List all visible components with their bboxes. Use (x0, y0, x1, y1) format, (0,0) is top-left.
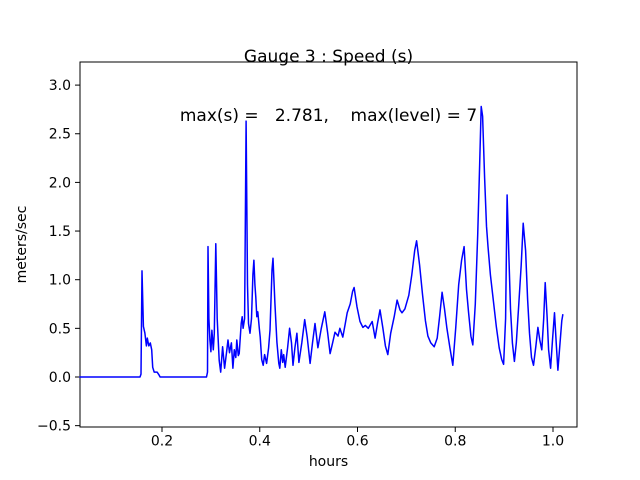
y-tick-label: 2.0 (49, 175, 71, 191)
chart-subtitle: max(s) = 2.781, max(level) = 7 (179, 105, 478, 126)
y-tick-label: 1.5 (49, 224, 71, 240)
x-tick-label: 0.4 (249, 434, 271, 450)
y-tick-label: 1.0 (49, 273, 71, 289)
x-tick-label: 0.8 (444, 434, 466, 450)
y-tick-label: 3.0 (49, 78, 71, 94)
y-tick-label: 0.5 (49, 321, 71, 337)
x-tick-label: 0.6 (346, 434, 368, 450)
y-axis-label: meters/sec (14, 206, 30, 284)
x-axis-label: hours (309, 454, 348, 470)
x-tick-label: 1.0 (542, 434, 564, 450)
speed-line (79, 105, 564, 378)
y-tick-label: 2.5 (49, 127, 71, 143)
y-tick-label: −0.5 (37, 419, 71, 435)
x-tick-label: 0.2 (151, 434, 173, 450)
y-tick-label: 0.0 (49, 370, 71, 386)
plot-frame (79, 61, 578, 428)
